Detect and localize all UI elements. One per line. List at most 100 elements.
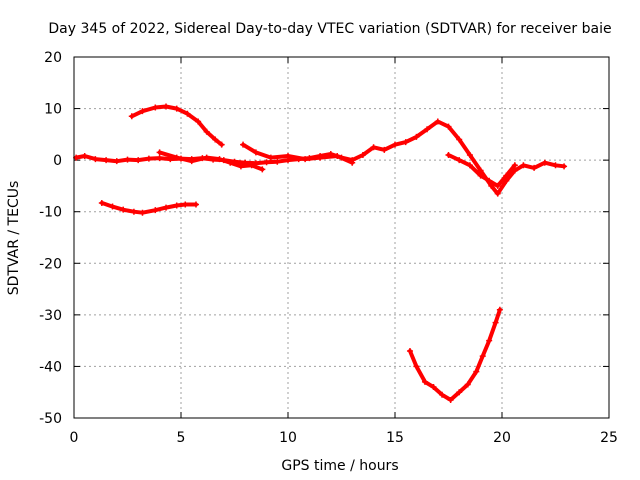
data-point xyxy=(494,182,501,189)
data-point xyxy=(430,384,437,391)
data-point xyxy=(240,141,247,148)
y-tick-label: -40 xyxy=(39,359,62,375)
data-point xyxy=(421,378,428,385)
x-axis-label: GPS time / hours xyxy=(281,458,398,474)
data-point xyxy=(139,108,146,115)
data-point xyxy=(406,347,413,354)
data-point xyxy=(188,158,195,165)
data-point xyxy=(492,319,499,326)
data-point xyxy=(274,158,281,165)
data-point xyxy=(392,141,398,148)
data-point xyxy=(184,110,191,117)
data-point xyxy=(248,162,255,169)
data-point xyxy=(511,162,518,169)
data-point xyxy=(370,144,377,151)
data-point xyxy=(218,141,225,148)
x-tick-label: 25 xyxy=(600,430,618,446)
data-point xyxy=(456,136,463,143)
data-point xyxy=(285,153,291,160)
x-tick-label: 5 xyxy=(177,430,186,446)
data-point xyxy=(227,159,234,166)
x-tick-label: 10 xyxy=(279,430,297,446)
data-point xyxy=(259,166,266,173)
x-tick-label: 0 xyxy=(70,430,79,446)
data-point xyxy=(81,153,88,160)
data-point xyxy=(128,113,135,120)
chart-title: Day 345 of 2022, Sidereal Day-to-day VTE… xyxy=(48,21,611,37)
data-point xyxy=(120,206,127,213)
x-tick-label: 20 xyxy=(493,430,511,446)
data-point xyxy=(466,151,473,158)
y-tick-label: 0 xyxy=(53,153,62,169)
data-point xyxy=(152,104,159,111)
data-point xyxy=(477,167,484,174)
data-point xyxy=(413,133,420,140)
data-series xyxy=(73,103,568,403)
data-point xyxy=(445,151,452,158)
series-branch-c xyxy=(446,153,517,188)
data-point xyxy=(447,396,454,403)
data-point xyxy=(552,162,559,169)
data-point xyxy=(163,103,170,110)
data-point xyxy=(477,172,484,179)
data-point xyxy=(486,337,493,344)
data-point xyxy=(561,163,568,170)
plot-frame xyxy=(73,56,610,419)
data-point xyxy=(349,159,356,166)
data-point xyxy=(92,156,99,163)
data-point xyxy=(473,368,480,375)
data-point xyxy=(156,149,163,156)
data-point xyxy=(439,391,446,398)
data-point xyxy=(203,128,210,135)
data-point xyxy=(494,190,501,197)
data-point xyxy=(302,156,309,163)
data-point xyxy=(135,157,142,164)
data-point xyxy=(424,126,431,133)
y-tick-label: -20 xyxy=(39,256,62,272)
data-point xyxy=(531,164,538,171)
axis-ticks: 0 5 10 15 20 25 20 10 0 -10 -20 -30 -40 -50 xyxy=(39,50,618,446)
data-point xyxy=(267,154,274,161)
data-point xyxy=(359,151,366,158)
data-point xyxy=(130,208,137,215)
y-tick-label: -50 xyxy=(39,411,62,427)
data-point xyxy=(456,389,463,396)
data-point xyxy=(496,306,503,313)
data-point xyxy=(212,136,219,143)
series-arc-upper xyxy=(129,104,224,147)
data-point xyxy=(173,202,180,209)
data-point xyxy=(173,105,180,112)
data-point xyxy=(252,149,259,156)
data-point xyxy=(456,157,463,164)
data-point xyxy=(163,204,170,211)
data-point xyxy=(466,162,473,169)
data-point xyxy=(182,201,189,208)
series-arc-lower xyxy=(99,200,198,215)
data-point xyxy=(434,118,441,125)
data-point xyxy=(109,203,116,210)
data-point xyxy=(520,162,527,169)
data-point xyxy=(98,199,105,206)
data-point xyxy=(486,177,493,184)
data-point xyxy=(464,381,471,388)
data-point xyxy=(195,118,202,125)
data-point xyxy=(103,157,110,164)
data-point xyxy=(124,156,131,163)
data-point xyxy=(139,209,146,216)
data-point xyxy=(503,172,510,179)
data-point xyxy=(173,154,180,161)
data-point xyxy=(263,159,270,166)
data-point xyxy=(203,154,210,161)
y-tick-label: 10 xyxy=(44,102,62,118)
data-point xyxy=(479,353,486,360)
data-point xyxy=(541,159,548,166)
data-point xyxy=(152,207,159,214)
data-point xyxy=(145,155,152,162)
series-dip xyxy=(408,307,502,402)
data-point xyxy=(334,153,341,160)
data-point xyxy=(216,156,223,163)
y-tick-label: 20 xyxy=(44,50,62,66)
y-tick-label: -30 xyxy=(39,308,62,324)
data-point xyxy=(237,163,244,170)
